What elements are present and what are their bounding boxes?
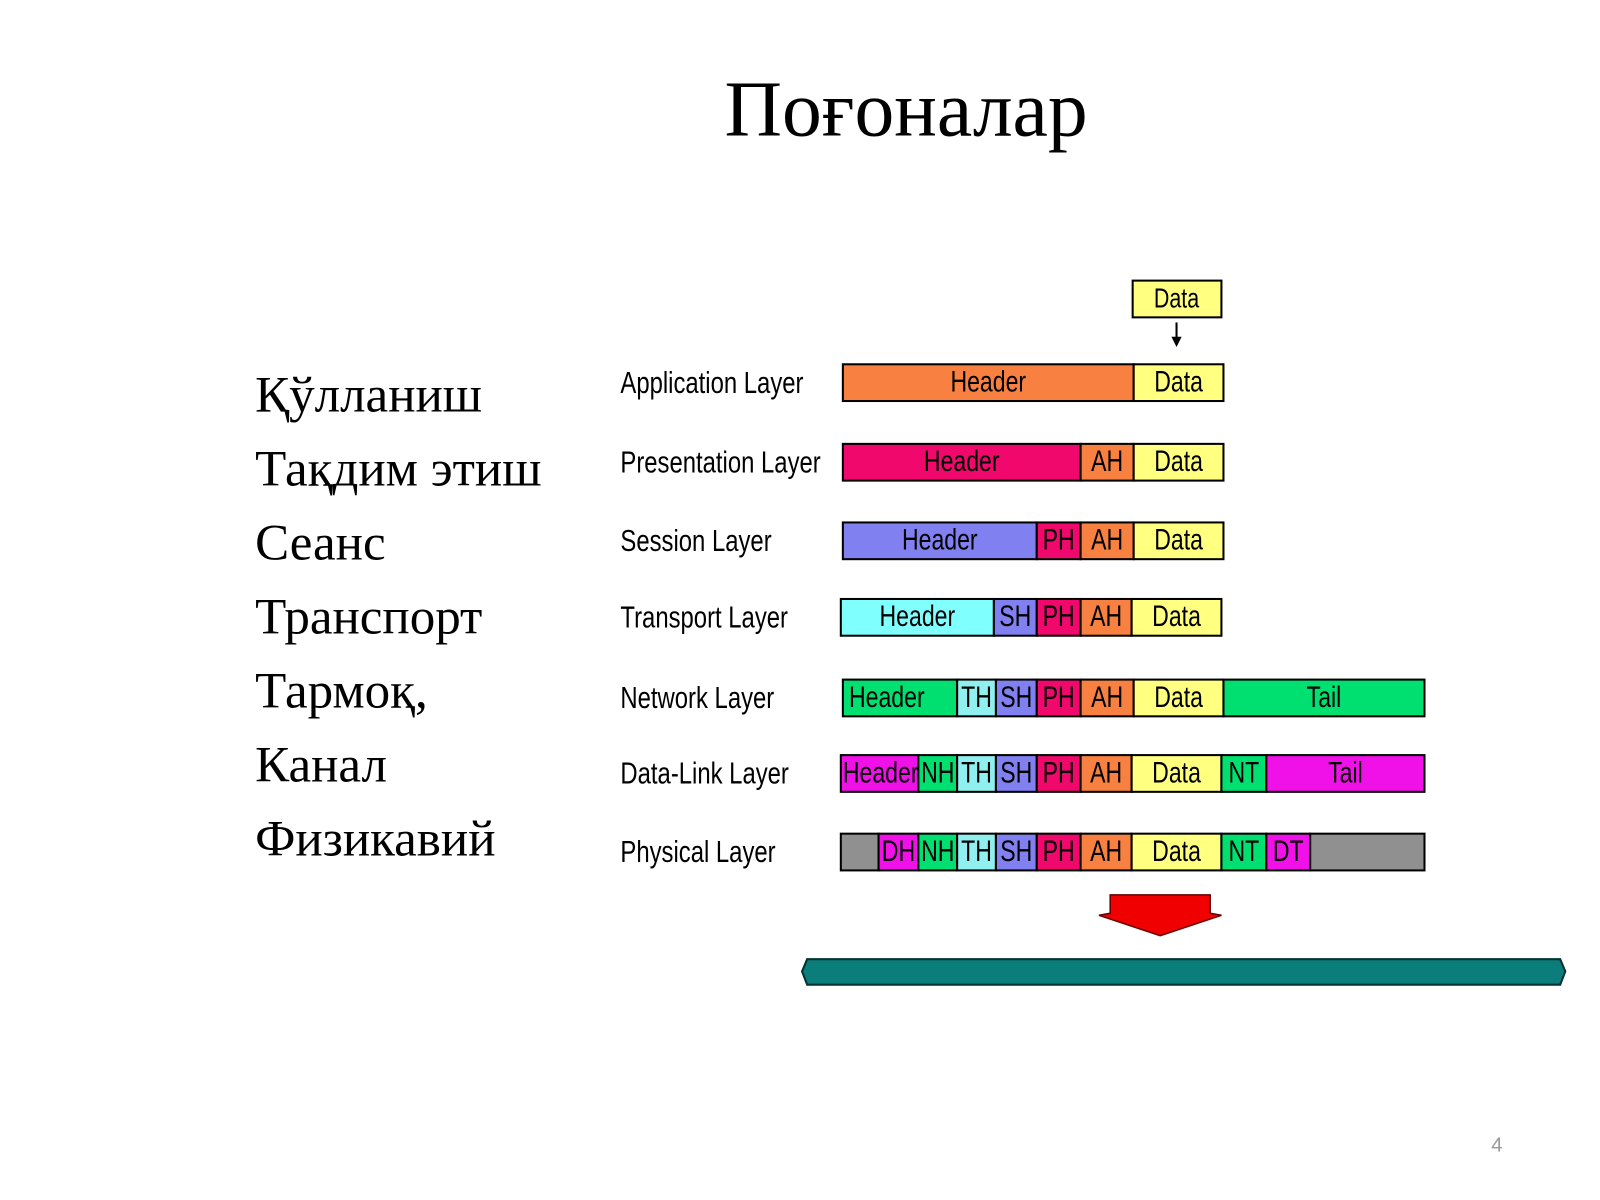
segment-label: NT xyxy=(1229,834,1260,867)
segment xyxy=(1130,754,1223,793)
segment xyxy=(1079,832,1133,872)
local-layer-name: Транспорт xyxy=(255,590,482,646)
segment-label: Data xyxy=(1154,365,1203,398)
segment-label: SH xyxy=(1000,756,1032,789)
segment-label: Data xyxy=(1152,834,1201,867)
segment xyxy=(956,678,997,718)
segment-label: DT xyxy=(1273,834,1304,867)
segment-label: AH xyxy=(1091,523,1123,556)
red-arrow xyxy=(1098,894,1222,937)
layer-name: Presentation Layer xyxy=(620,444,820,479)
segment xyxy=(1132,442,1225,482)
segment xyxy=(841,678,959,718)
slide-title: Поғоналар xyxy=(725,66,1088,154)
segment xyxy=(1035,678,1082,718)
segment-label: SH xyxy=(1000,680,1032,713)
local-layer-name: Канал xyxy=(255,738,387,794)
segment-label: AH xyxy=(1090,599,1122,632)
segment xyxy=(1035,832,1082,872)
segment-label: TH xyxy=(961,756,992,789)
page-number: 4 xyxy=(1491,1134,1502,1156)
local-layer-name: Физикавий xyxy=(255,812,495,868)
segment-label: NH xyxy=(921,756,954,789)
segment xyxy=(1130,597,1223,637)
segment xyxy=(994,832,1038,872)
segment-label: Data xyxy=(1152,756,1201,789)
segment-label: DH xyxy=(882,834,915,867)
layer-name: Application Layer xyxy=(620,365,803,400)
segment xyxy=(1079,754,1133,793)
segment xyxy=(1220,754,1268,793)
segment-label: TH xyxy=(961,834,992,867)
segment xyxy=(841,363,1135,403)
segment-label: PH xyxy=(1043,523,1075,556)
layer-name: Data-Link Layer xyxy=(620,756,788,791)
segment-label: Data xyxy=(1152,599,1201,632)
down-arrow-head xyxy=(1171,336,1182,347)
segment-label: PH xyxy=(1043,599,1075,632)
layer-name: Session Layer xyxy=(620,523,771,558)
segment xyxy=(1132,521,1225,561)
segment xyxy=(956,832,997,872)
segment-label: PH xyxy=(1043,680,1075,713)
segment-label: NT xyxy=(1229,756,1260,789)
segment-label: Header xyxy=(843,756,919,789)
segment xyxy=(877,832,920,872)
local-layer-name: Қўлланиш xyxy=(255,368,482,424)
local-layer-name: Тармоқ, xyxy=(255,664,428,720)
segment xyxy=(1079,678,1135,718)
segment-label: AH xyxy=(1090,834,1122,867)
local-layer-name: Сеанс xyxy=(255,516,386,572)
segment-label: Header xyxy=(849,680,925,713)
local-layer-name: Тақдим этиш xyxy=(255,442,541,498)
segment-label: Data xyxy=(1154,523,1203,556)
segment-label: PH xyxy=(1043,756,1075,789)
segment-label: AH xyxy=(1090,756,1122,789)
segment xyxy=(1222,678,1426,718)
segment xyxy=(839,597,995,637)
segment-label: Tail xyxy=(1328,756,1363,789)
segment-label: Header xyxy=(902,523,978,556)
segment-label: Data xyxy=(1154,444,1203,477)
segment-label: AH xyxy=(1091,680,1123,713)
segment-label: Tail xyxy=(1307,680,1342,713)
segment xyxy=(994,754,1038,793)
segment xyxy=(1265,832,1312,872)
physical-medium xyxy=(800,958,1567,986)
segment-label: AH xyxy=(1091,444,1123,477)
layer-name: Transport Layer xyxy=(620,600,788,635)
segment xyxy=(1132,678,1225,718)
segment-label: Header xyxy=(924,444,1000,477)
segment-label: PH xyxy=(1043,834,1075,867)
layer-name: Physical Layer xyxy=(620,834,775,869)
segment xyxy=(839,832,880,872)
segment xyxy=(839,754,920,793)
segment-label: TH xyxy=(961,680,992,713)
segment xyxy=(1130,832,1223,872)
layer-name: Network Layer xyxy=(620,680,774,715)
data-label: Data xyxy=(1154,284,1200,314)
segment xyxy=(1265,754,1426,793)
segment-label: NH xyxy=(921,834,954,867)
segment-label: Data xyxy=(1154,680,1203,713)
segment xyxy=(1309,832,1426,872)
segment-label: SH xyxy=(1000,834,1032,867)
segment-label: Header xyxy=(950,365,1026,398)
segment xyxy=(1079,597,1133,637)
segment xyxy=(1079,521,1135,561)
data-box xyxy=(1131,279,1223,319)
segment-label: Header xyxy=(880,599,956,632)
segment-label: SH xyxy=(999,599,1031,632)
segment xyxy=(1132,363,1225,403)
